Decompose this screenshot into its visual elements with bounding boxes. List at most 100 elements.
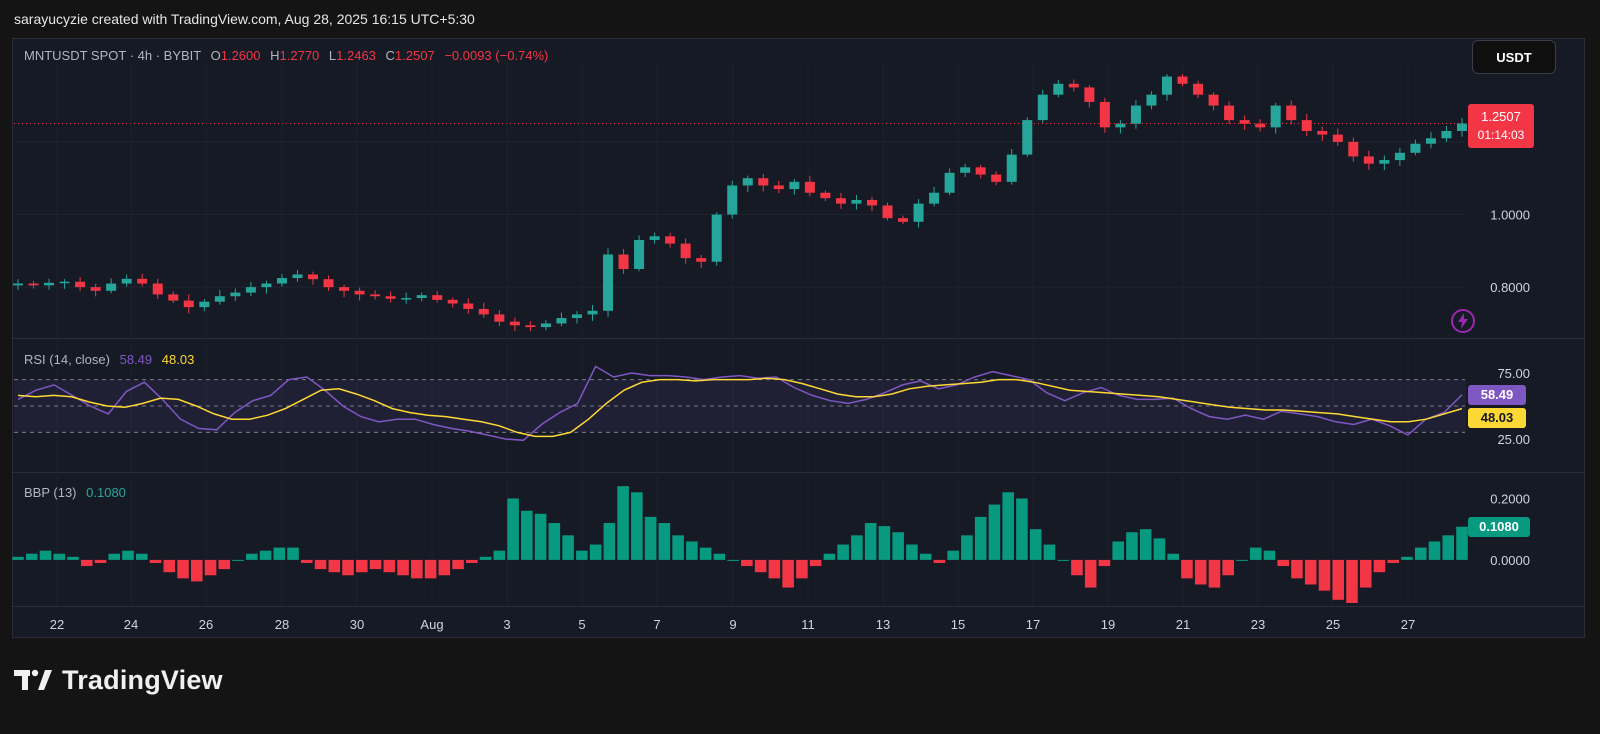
change-value: −0.0093 (−0.74%) xyxy=(444,48,549,63)
attribution-text: sarayucyzie created with TradingView.com… xyxy=(14,11,475,27)
bbp-bar xyxy=(1057,559,1069,561)
bbp-bar xyxy=(809,559,822,567)
bbp-bar xyxy=(94,559,107,563)
bbp-bar xyxy=(1194,559,1207,585)
bbp-value: 0.1080 xyxy=(86,485,126,500)
candle-body xyxy=(1441,131,1452,139)
bbp-bar xyxy=(906,544,918,560)
bbp-bar xyxy=(892,532,904,560)
candle-body xyxy=(432,295,443,300)
bbp-bar xyxy=(521,510,533,560)
rsi-band xyxy=(14,379,1466,433)
bbp-bar xyxy=(1249,547,1262,560)
candle-body xyxy=(308,274,319,280)
candle-body xyxy=(494,314,505,322)
bbp-bar xyxy=(1332,559,1345,600)
candle-body xyxy=(292,274,303,279)
candle-body xyxy=(1317,131,1328,135)
candle-body xyxy=(866,200,877,206)
bbp-bar xyxy=(1126,532,1138,560)
bbp-bar xyxy=(562,535,574,560)
candle-body xyxy=(1130,105,1141,124)
bbp-bar xyxy=(713,553,726,560)
candle-body xyxy=(1053,83,1064,95)
grid-lines xyxy=(13,62,1584,607)
bbp-bar xyxy=(314,559,327,570)
bbp-bar xyxy=(823,553,836,560)
high-value: 1.2770 xyxy=(279,48,320,63)
bbp-bar xyxy=(1456,526,1468,560)
open-label: O xyxy=(210,48,221,63)
bbp-bar xyxy=(493,550,506,560)
candle-body xyxy=(1224,105,1235,121)
candle-body xyxy=(665,236,676,244)
axes: 22 24 26 28 30 Aug 3 5 7 9 11 13 15 17 19 21 23 25 27 1.000… xyxy=(50,208,1530,632)
candle-body xyxy=(960,167,971,173)
candle-body xyxy=(835,198,846,204)
open-value: 1.2600 xyxy=(220,48,261,63)
currency-button[interactable]: USDT xyxy=(1472,40,1556,74)
candle-body xyxy=(168,294,179,301)
candle-body xyxy=(385,296,396,299)
candle-body xyxy=(696,258,707,262)
candle-body xyxy=(773,185,784,190)
bbp-bar xyxy=(919,553,932,560)
bbp-bar xyxy=(878,526,891,560)
time-axis-label: 11 xyxy=(801,617,815,632)
candle-body xyxy=(463,303,474,309)
candle-body xyxy=(851,200,862,204)
lightning-icon[interactable] xyxy=(1450,308,1476,334)
bbp-bar xyxy=(1236,559,1248,561)
bbp-bar xyxy=(507,498,519,560)
candle-body xyxy=(804,181,815,193)
bbp-bar xyxy=(631,492,643,560)
candle-body xyxy=(525,325,536,328)
candle-body xyxy=(1022,120,1033,155)
bbp-bar xyxy=(1098,559,1111,567)
candle-body xyxy=(991,174,1002,182)
candle-body xyxy=(1348,141,1359,157)
candle-body xyxy=(1084,87,1095,102)
bbp-bar xyxy=(67,556,79,560)
candle-body xyxy=(820,192,831,199)
candle-body xyxy=(603,254,614,311)
time-axis-label: 22 xyxy=(50,617,64,632)
bbp-bar xyxy=(1084,559,1097,588)
bbp-bar xyxy=(1442,535,1455,560)
candle-body xyxy=(1379,160,1390,164)
candle-body xyxy=(1161,76,1172,95)
bbp-bar xyxy=(1208,559,1221,588)
candle-body xyxy=(183,300,194,308)
close-value: 1.2507 xyxy=(394,48,435,63)
bbp-bar xyxy=(452,559,464,570)
candle-body xyxy=(1037,94,1048,121)
time-axis-label: 28 xyxy=(275,617,289,632)
time-axis-label: 15 xyxy=(951,617,965,632)
time-axis-label: 30 xyxy=(350,617,364,632)
candle-body xyxy=(649,236,660,240)
candle-body xyxy=(913,203,924,222)
bbp-bar xyxy=(1167,553,1179,560)
bbp-bar xyxy=(25,553,38,560)
bbp-bar xyxy=(301,559,313,563)
price-legend: MNTUSDT SPOT · 4h · BYBIT O1.2600 H1.277… xyxy=(24,48,548,63)
bbp-bar xyxy=(39,550,52,560)
bbp-bar xyxy=(1428,541,1441,560)
bbp-bar xyxy=(1139,529,1152,560)
rsi-ma-tag: 48.03 xyxy=(1468,408,1526,428)
bbp-bar xyxy=(988,504,1001,560)
bbp-axis-label: 0.2000 xyxy=(1490,491,1530,506)
candle-body xyxy=(1457,123,1467,131)
candle-body xyxy=(1193,83,1204,95)
time-axis-label: 17 xyxy=(1026,617,1040,632)
candle-body xyxy=(106,283,117,291)
bbp-bar xyxy=(1002,492,1014,560)
candle-body xyxy=(1394,152,1405,161)
candle-body xyxy=(975,167,986,175)
high-label: H xyxy=(270,48,280,63)
close-label: C xyxy=(385,48,395,63)
bbp-bar xyxy=(1373,559,1386,573)
candle-body xyxy=(59,281,70,284)
candle-body xyxy=(634,239,645,269)
